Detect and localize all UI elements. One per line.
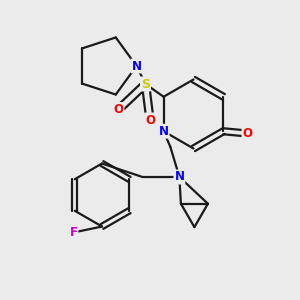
Text: O: O	[113, 103, 124, 116]
Text: N: N	[131, 59, 142, 73]
Text: O: O	[145, 113, 155, 127]
Text: S: S	[141, 77, 150, 91]
Text: N: N	[159, 125, 169, 138]
Text: N: N	[174, 170, 184, 184]
Text: O: O	[242, 127, 253, 140]
Text: F: F	[70, 226, 77, 239]
